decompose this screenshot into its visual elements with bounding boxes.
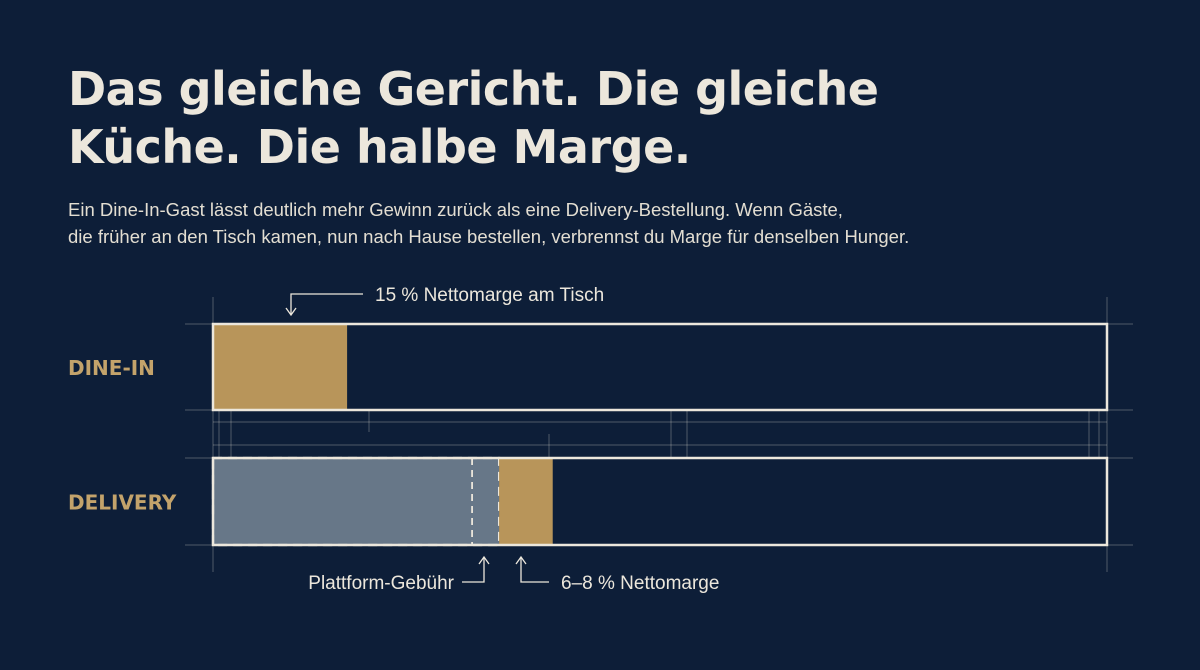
platform-fee-bar [213,458,500,545]
title-line: Das gleiche Gericht. Die gleiche [68,62,879,116]
annotation-label: Plattform-Gebühr [308,573,454,594]
annotation-arrow [290,293,363,315]
annotation-label: 15 % Nettomarge am Tisch [375,285,604,306]
annotation-arrows [285,293,549,583]
bar-frame [211,322,1109,412]
net-margin-bar [213,324,348,410]
bar-frames [211,322,1109,547]
bar-frame [211,456,1109,547]
labels-group: DINE-IN DELIVERY 15 % Nettomarge am Tisch P… [68,285,719,594]
annotation-arrow [462,557,485,583]
category-label: DINE-IN [68,356,155,380]
net-margin-bar [499,458,553,545]
title-line: Küche. Die halbe Marge. [68,120,691,174]
arrow-head [285,307,297,317]
subtitle-line: die früher an den Tisch kamen, nun nach … [68,226,910,247]
arrow-head [515,555,527,565]
page-subtitle: Ein Dine-In-Gast lässt deutlich mehr Gew… [68,196,909,250]
category-label: DELIVERY [68,491,177,515]
annotation-arrow [520,557,549,583]
arrow-head [478,555,490,565]
page-title: Das gleiche Gericht. Die gleiche Küche. … [68,60,879,176]
bars-group [211,324,553,547]
annotation-label: 6–8 % Nettomarge [561,573,719,594]
subtitle-line: Ein Dine-In-Gast lässt deutlich mehr Gew… [68,199,843,220]
